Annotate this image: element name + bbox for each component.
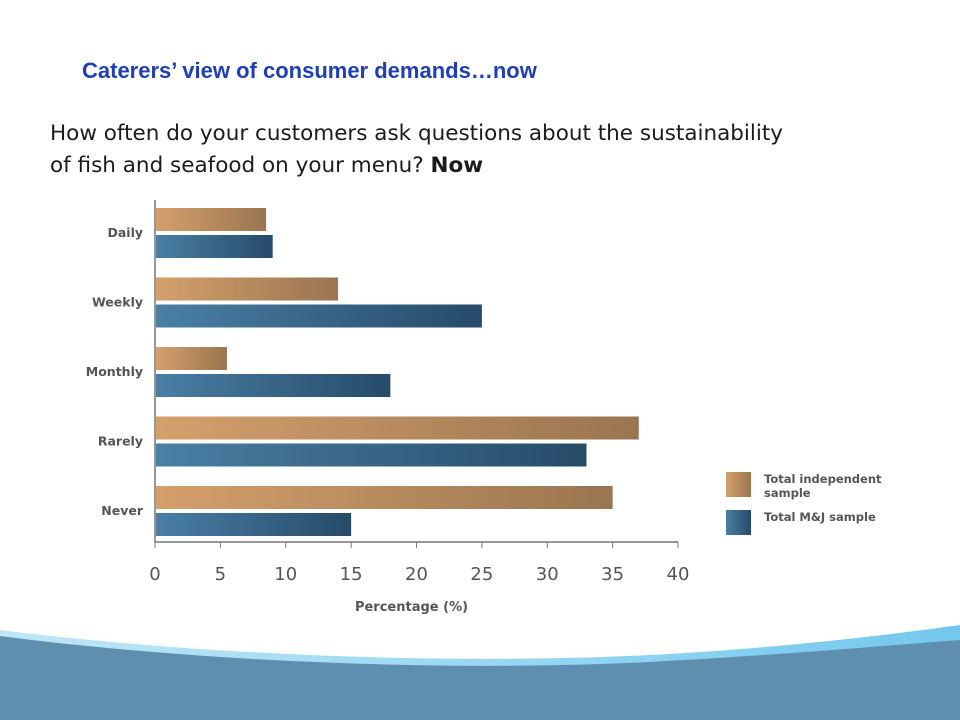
x-tick-label: 35 [601, 564, 624, 585]
bar-mj [156, 513, 352, 536]
category-label: Monthly [86, 364, 143, 379]
x-tick-label: 30 [536, 564, 559, 585]
bar-independent [156, 277, 339, 301]
bar-independent [156, 208, 267, 231]
legend-swatch [726, 510, 751, 535]
x-tick-label: 5 [215, 564, 226, 585]
category-label: Daily [107, 225, 143, 240]
x-tick-label: 0 [149, 564, 160, 585]
bar-independent [156, 347, 227, 370]
bar-mj [156, 235, 273, 258]
legend-label: Total independent [764, 472, 882, 486]
x-axis-title: Percentage (%) [355, 600, 468, 615]
category-label: Never [101, 503, 144, 518]
x-tick-label: 25 [470, 564, 493, 585]
x-tick-label: 20 [405, 564, 428, 585]
footer-wave-body [0, 636, 960, 720]
bar-independent [156, 416, 639, 440]
x-tick-label: 10 [274, 564, 297, 585]
legend-swatch [726, 472, 751, 497]
bar-mj [156, 443, 587, 467]
bar-independent [156, 486, 613, 509]
x-tick-label: 15 [340, 564, 363, 585]
bar-mj [156, 304, 482, 328]
question-emphasis: Now [430, 153, 484, 178]
question-text: How often do your customers ask question… [50, 121, 783, 178]
bar-mj [156, 374, 391, 397]
category-label: Rarely [98, 434, 143, 449]
category-label: Weekly [92, 295, 143, 310]
slide-title: Caterers’ view of consumer demands…now [82, 58, 537, 83]
x-tick-label: 40 [667, 564, 690, 585]
legend-label: Total M&J sample [764, 510, 876, 524]
survey-question: How often do your customers ask question… [50, 118, 810, 182]
legend-label: sample [764, 486, 811, 500]
